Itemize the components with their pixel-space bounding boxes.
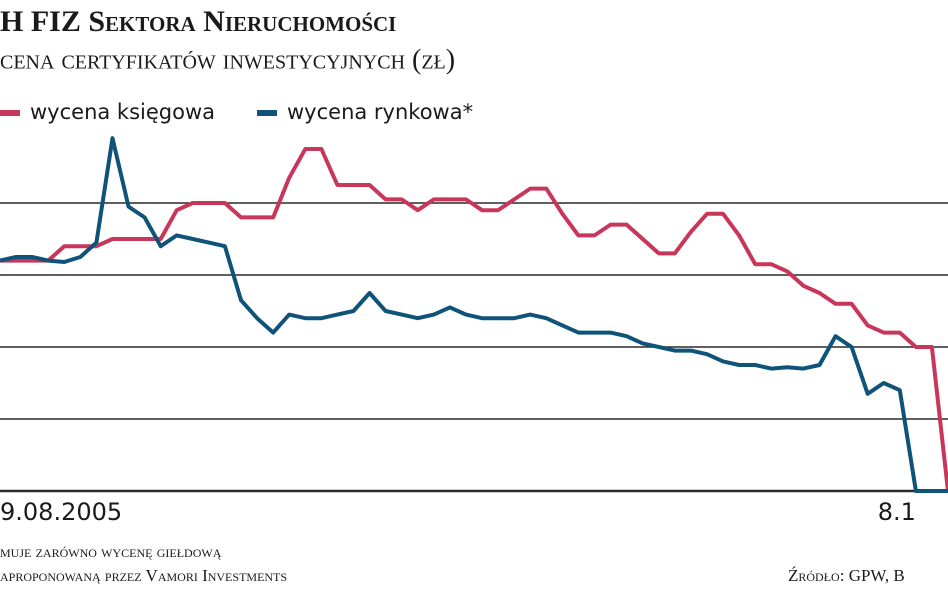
legend-label: wycena księgowa [30, 100, 215, 124]
series-line [0, 136, 948, 493]
series-line [0, 147, 948, 492]
source: Źródło: GPW, B [788, 566, 905, 585]
chart-subtitle: cena certyfikatów inwestycyjnych (zł) [0, 44, 455, 75]
legend-label: wycena rynkowa* [287, 100, 473, 124]
chart-title: H FIZ Sektora Nieruchomości [0, 5, 396, 38]
x-tick-label: 8.1 [878, 498, 916, 526]
x-tick-label: 9.08.2005 [0, 498, 122, 526]
footnote: muje zarówno wycenę giełdową [0, 542, 222, 561]
footnote: aproponowaną przez Vamori Investments [0, 566, 287, 585]
